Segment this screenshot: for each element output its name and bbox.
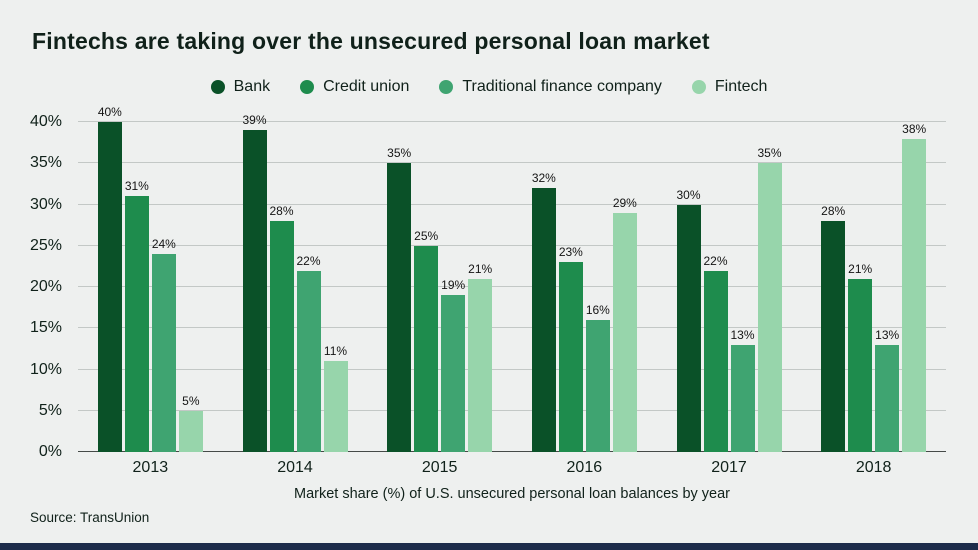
legend-label: Fintech bbox=[714, 78, 768, 95]
plot-area: 40% 31% 24% 5% 39% 28% 22% 11% 35% 25% 19% 21% 32% 23… bbox=[78, 105, 946, 452]
bar-value-label-credit-union-2013: 31% bbox=[124, 179, 149, 194]
bar-value-label-bank-2017: 30% bbox=[676, 187, 701, 202]
legend-dot-icon bbox=[300, 80, 315, 94]
bar-bank-2015 bbox=[387, 163, 412, 452]
bar-value-label-bank-2016: 32% bbox=[531, 171, 556, 185]
y-axis: 0% 5% 10% 15% 20% 25% 30% 35% 40% bbox=[0, 113, 68, 460]
bar-value-label-bank-2018: 28% bbox=[821, 204, 846, 218]
bar-value-label-traditional-finance-company-2016: 16% bbox=[585, 303, 610, 317]
legend-dot-icon bbox=[210, 80, 225, 94]
bar-value-label-credit-union-2016: 23% bbox=[558, 245, 583, 260]
bar-bank-2014 bbox=[242, 130, 267, 452]
footer-accent-bar bbox=[0, 543, 978, 550]
bar-value-label-fintech-2014: 11% bbox=[323, 344, 348, 359]
bar-value-label-fintech-2017: 35% bbox=[757, 146, 782, 161]
bar-fintech-2015 bbox=[468, 278, 493, 452]
bar-credit-union-2015 bbox=[414, 245, 439, 452]
bar-value-label-traditional-finance-company-2013: 24% bbox=[151, 237, 176, 251]
bar-value-label-traditional-finance-company-2017: 13% bbox=[730, 327, 755, 342]
legend-item-credit-union: Credit union bbox=[300, 78, 409, 96]
gridline-25 bbox=[78, 244, 946, 246]
y-tick-label-20: 20% bbox=[29, 278, 62, 295]
bar-traditional-finance-company-2014 bbox=[296, 270, 321, 452]
gridline-10 bbox=[78, 368, 946, 370]
x-tick-label-2014: 2014 bbox=[277, 459, 313, 476]
bar-credit-union-2018 bbox=[848, 278, 873, 452]
y-tick-label-35: 35% bbox=[29, 154, 62, 172]
bar-value-label-traditional-finance-company-2018: 13% bbox=[875, 327, 900, 342]
bar-value-label-credit-union-2017: 22% bbox=[703, 253, 728, 268]
gridline-15 bbox=[78, 327, 946, 329]
x-tick-label-2016: 2016 bbox=[566, 459, 603, 476]
bar-bank-2013 bbox=[97, 122, 122, 452]
y-tick-label-0: 0% bbox=[38, 443, 62, 460]
y-tick-label-25: 25% bbox=[29, 236, 62, 254]
legend-label: Bank bbox=[233, 78, 271, 95]
bar-value-label-credit-union-2014: 28% bbox=[269, 204, 294, 218]
gridline-0 bbox=[78, 451, 946, 452]
bar-fintech-2016 bbox=[612, 212, 637, 452]
bar-fintech-2017 bbox=[757, 163, 782, 452]
legend-dot-icon bbox=[439, 80, 454, 94]
legend-label: Traditional finance company bbox=[462, 78, 662, 95]
bar-value-label-credit-union-2015: 25% bbox=[414, 228, 439, 243]
y-tick-label-30: 30% bbox=[29, 195, 62, 213]
bar-fintech-2018 bbox=[902, 138, 927, 452]
gridline-30 bbox=[78, 203, 946, 205]
chart-legend: Bank Credit union Traditional finance comp… bbox=[0, 78, 978, 96]
y-tick-label-10: 10% bbox=[29, 360, 62, 378]
bar-value-label-traditional-finance-company-2014: 22% bbox=[296, 253, 321, 268]
x-tick-label-2015: 2015 bbox=[421, 459, 458, 476]
y-tick-label-40: 40% bbox=[29, 113, 62, 130]
x-axis: 2013 2014 2015 2016 2017 2018 bbox=[78, 459, 946, 479]
gridline-5 bbox=[78, 409, 946, 411]
bar-value-label-credit-union-2018: 21% bbox=[848, 261, 873, 276]
x-tick-label-2018: 2018 bbox=[855, 459, 892, 476]
legend-label: Credit union bbox=[323, 78, 410, 95]
legend-dot-icon bbox=[691, 80, 706, 94]
gridline-20 bbox=[78, 286, 946, 287]
bar-traditional-finance-company-2016 bbox=[585, 320, 610, 452]
bar-credit-union-2014 bbox=[269, 221, 294, 452]
chart-title: Fintechs are taking over the unsecured p… bbox=[32, 28, 710, 54]
legend-item-fintech: Fintech bbox=[691, 78, 768, 96]
bar-fintech-2014 bbox=[323, 361, 348, 452]
x-tick-label-2017: 2017 bbox=[711, 459, 747, 476]
bar-bank-2017 bbox=[676, 204, 701, 452]
legend-item-bank: Bank bbox=[210, 78, 271, 96]
bar-traditional-finance-company-2015 bbox=[441, 295, 466, 452]
gridline-35 bbox=[78, 162, 946, 164]
y-tick-label-5: 5% bbox=[38, 401, 62, 419]
bar-traditional-finance-company-2018 bbox=[875, 344, 900, 452]
bar-credit-union-2013 bbox=[124, 196, 149, 452]
bar-traditional-finance-company-2017 bbox=[730, 344, 755, 452]
bar-value-label-fintech-2016: 29% bbox=[612, 195, 637, 210]
bar-value-label-bank-2014: 39% bbox=[242, 113, 267, 128]
y-tick-label-15: 15% bbox=[29, 319, 62, 337]
gridline-40 bbox=[78, 121, 946, 122]
bar-value-label-bank-2013: 40% bbox=[97, 105, 122, 119]
source-note: Source: TransUnion bbox=[30, 510, 150, 525]
bar-value-label-fintech-2013: 5% bbox=[182, 393, 200, 408]
bar-value-label-fintech-2018: 38% bbox=[902, 121, 927, 136]
bar-traditional-finance-company-2013 bbox=[151, 254, 176, 452]
bar-bank-2018 bbox=[821, 221, 846, 452]
bar-fintech-2013 bbox=[178, 410, 203, 452]
bar-credit-union-2016 bbox=[558, 262, 583, 452]
x-axis-caption: Market share (%) of U.S. unsecured perso… bbox=[293, 486, 731, 502]
bar-value-label-traditional-finance-company-2015: 19% bbox=[441, 278, 466, 293]
legend-item-traditional-finance-company: Traditional finance company bbox=[439, 78, 662, 96]
x-tick-label-2013: 2013 bbox=[132, 459, 169, 476]
bar-credit-union-2017 bbox=[703, 270, 728, 452]
bar-value-label-fintech-2015: 21% bbox=[468, 261, 493, 276]
bar-bank-2016 bbox=[531, 188, 556, 452]
bar-value-label-bank-2015: 35% bbox=[387, 146, 412, 161]
